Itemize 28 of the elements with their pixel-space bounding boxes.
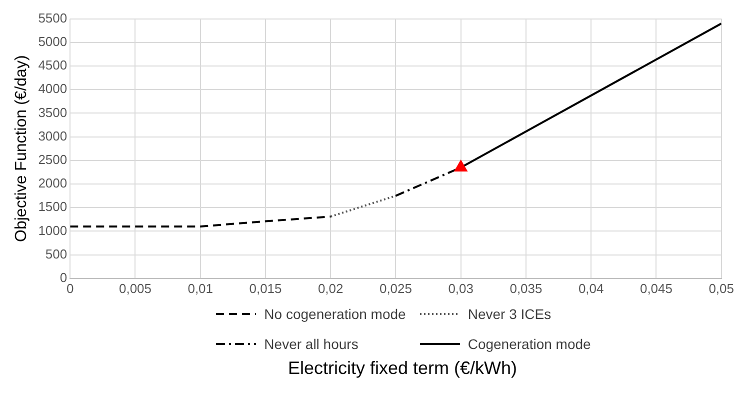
y-tick-label: 2500 <box>38 152 68 167</box>
legend-label: No cogeneration mode <box>264 306 406 322</box>
legend-label: Cogeneration mode <box>468 336 591 352</box>
x-axis-title: Electricity fixed term (€/kWh) <box>286 358 518 379</box>
x-tick-label: 0,02 <box>318 280 344 296</box>
x-tick-label: 0,045 <box>640 280 672 296</box>
y-tick-label: 4500 <box>38 58 68 73</box>
y-tick-label: 1500 <box>38 199 68 214</box>
y-tick-label: 1000 <box>38 222 68 238</box>
x-tick-label: 0,01 <box>188 280 214 296</box>
y-tick-label: 2000 <box>38 176 68 191</box>
y-tick-label: 5500 <box>38 10 68 26</box>
y-tick-label: 3500 <box>38 104 68 120</box>
x-tick-label: 0,03 <box>448 280 474 296</box>
legend-label: Never 3 ICEs <box>468 306 552 322</box>
x-tick-label: 0,005 <box>118 280 152 296</box>
y-axis-title: Objective Function (€/day) <box>13 55 30 242</box>
x-tick-label: 0,035 <box>510 280 542 296</box>
x-tick-label: 0,04 <box>578 280 604 296</box>
y-tick-label: 500 <box>45 246 68 262</box>
y-tick-label: 0 <box>60 270 68 285</box>
y-tick-label: 4000 <box>38 81 68 96</box>
legend-label: Never all hours <box>264 336 358 352</box>
x-tick-label: 0,015 <box>249 280 282 296</box>
y-tick-label: 5000 <box>38 34 68 49</box>
x-tick-label: 0,05 <box>708 280 734 296</box>
y-tick-label: 3000 <box>38 128 68 144</box>
x-tick-label: 0,025 <box>379 280 412 296</box>
